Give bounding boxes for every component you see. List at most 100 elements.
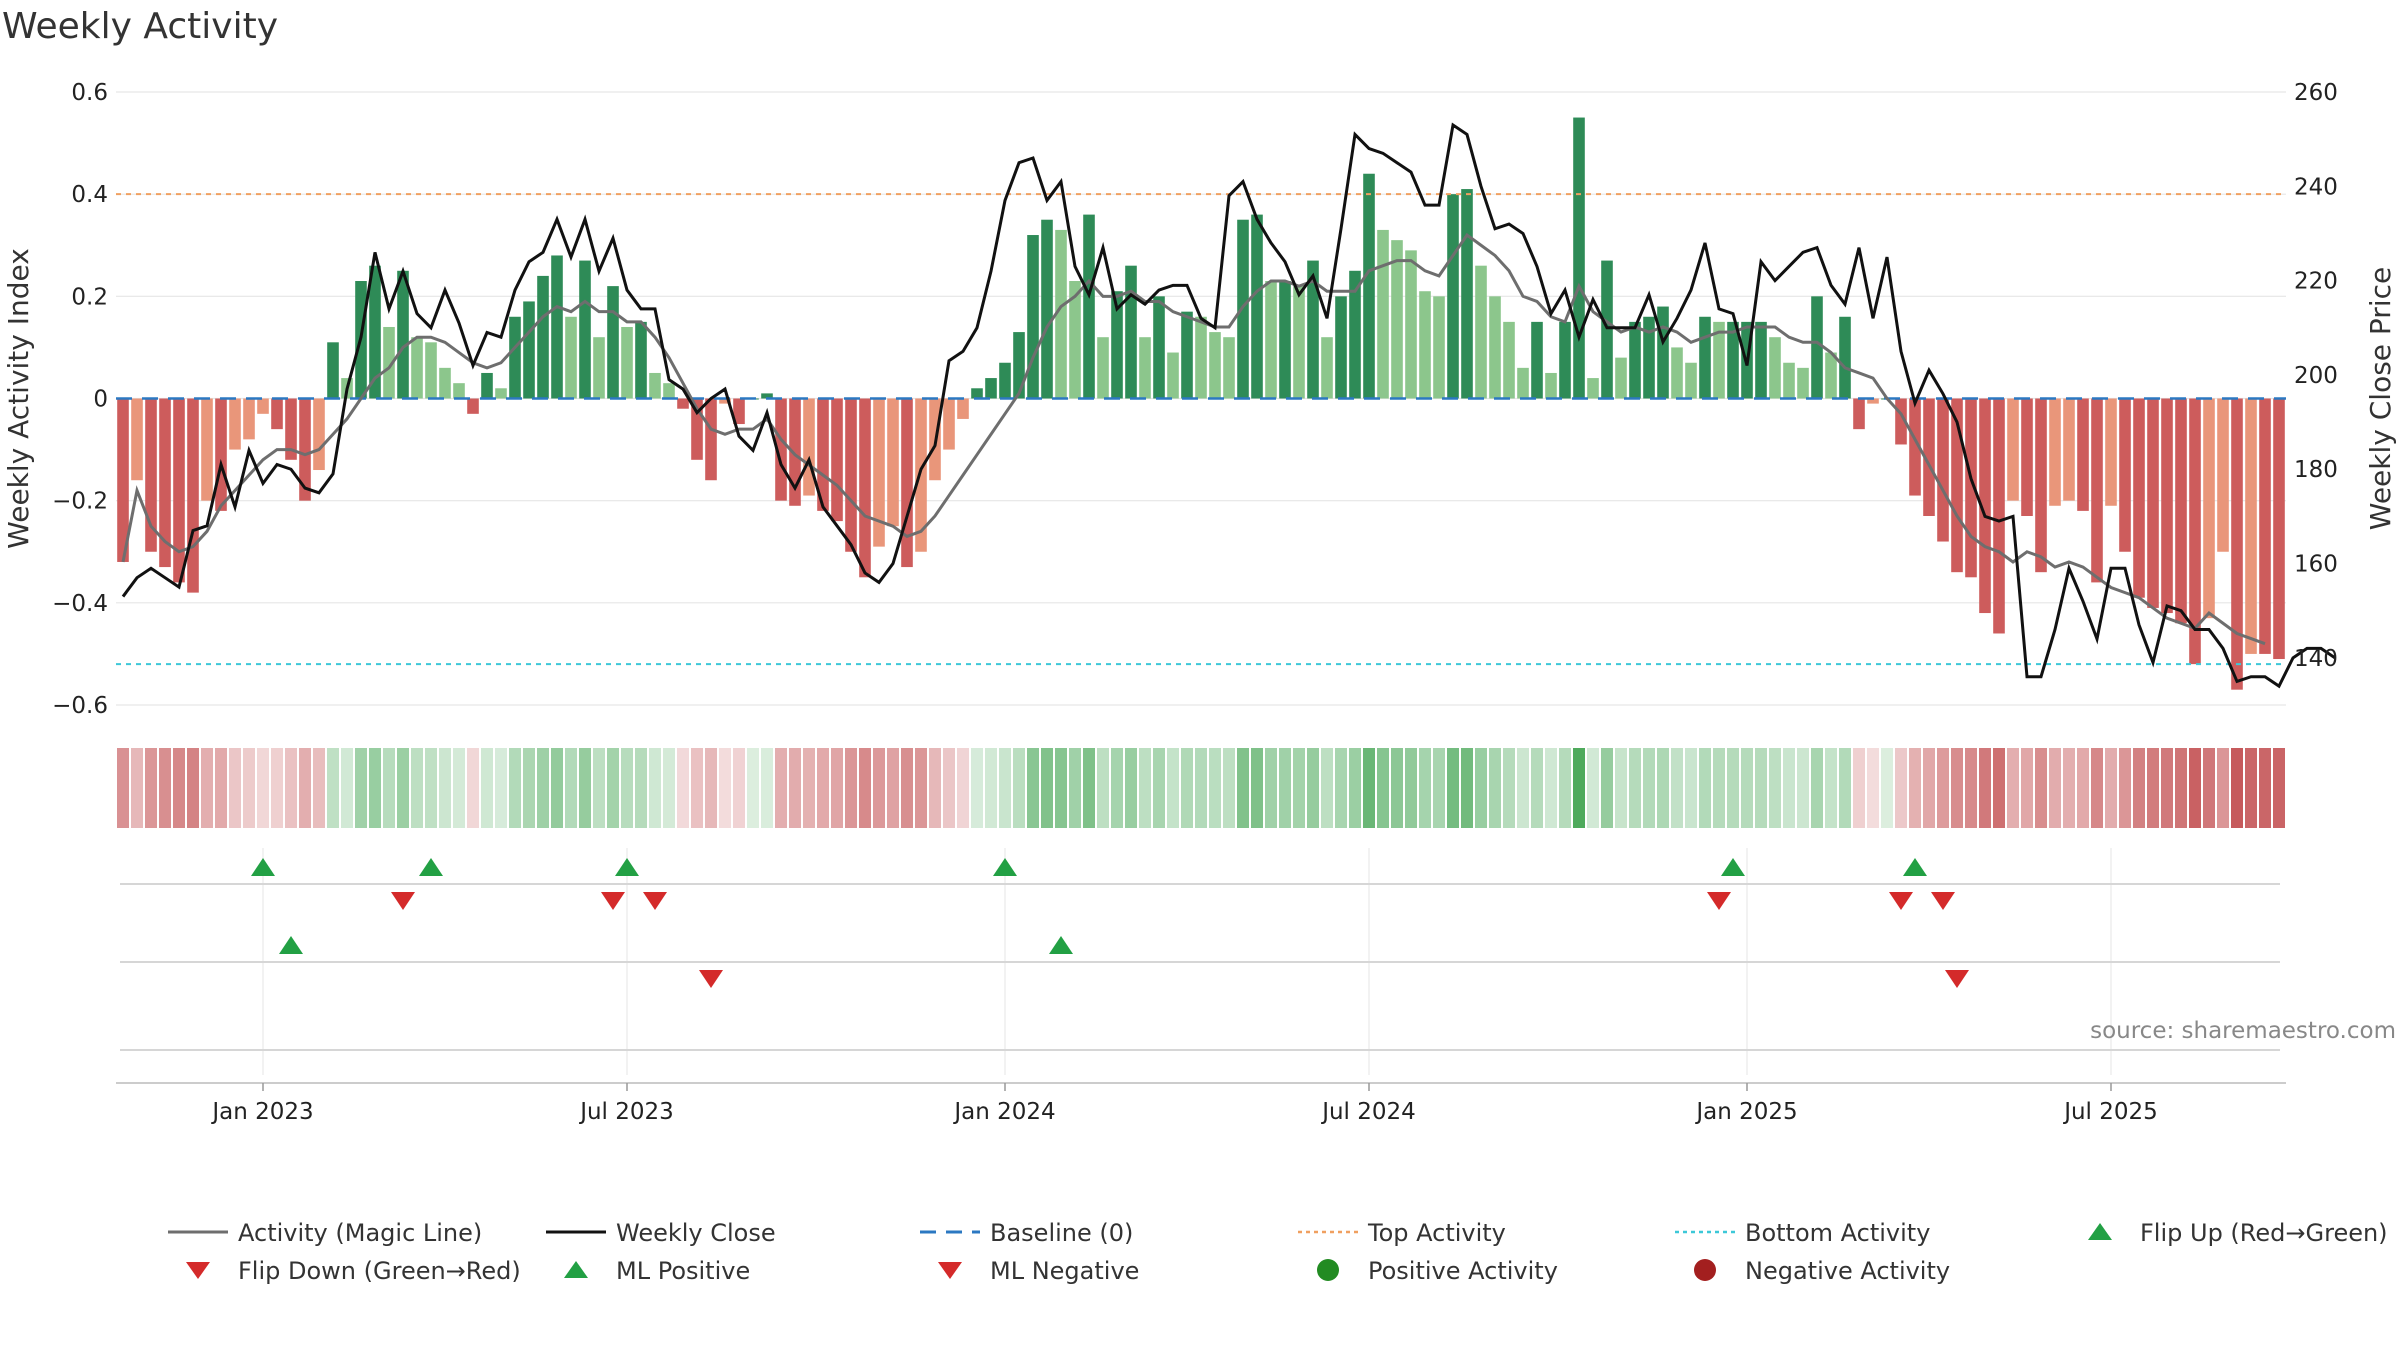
heat-strip-cell — [607, 748, 619, 828]
series-lines — [121, 122, 2336, 689]
y-right-tick-label: 240 — [2294, 174, 2338, 200]
activity-bar — [2231, 398, 2243, 690]
activity-bar — [159, 398, 171, 568]
activity-bar — [859, 398, 871, 578]
activity-bar — [1265, 281, 1277, 399]
activity-bar — [1783, 362, 1795, 399]
heat-strip-cell — [397, 748, 409, 828]
flip-down-marker — [699, 970, 723, 988]
activity-bar — [2091, 398, 2103, 583]
grid-lines — [116, 91, 2286, 1075]
activity-bar — [2077, 398, 2089, 511]
heat-strip-cell — [1573, 748, 1585, 828]
activity-bar — [299, 398, 311, 501]
heat-strip-cell — [705, 748, 717, 828]
activity-bar — [2161, 398, 2173, 614]
heat-strip-cell — [1321, 748, 1333, 828]
activity-bar — [2021, 398, 2033, 516]
heat-strip-cell — [1013, 748, 1025, 828]
activity-bar — [2049, 398, 2061, 506]
activity-bar — [1601, 260, 1613, 399]
heat-strip-cell — [355, 748, 367, 828]
activity-bar — [1685, 362, 1697, 399]
x-tick-label: Jul 2025 — [2062, 1099, 2158, 1125]
heat-strip-cell — [1783, 748, 1795, 828]
heat-strip-cell — [1153, 748, 1165, 828]
source-label: source: sharemaestro.com — [2090, 1018, 2396, 1044]
heat-strip-cell — [1965, 748, 1977, 828]
activity-bar — [2133, 398, 2145, 598]
activity-bar — [1895, 398, 1907, 445]
activity-bar — [2203, 398, 2215, 619]
heat-strip-cell — [551, 748, 563, 828]
legend-label: ML Positive — [616, 1257, 750, 1285]
activity-bar — [1727, 321, 1739, 399]
activity-bar — [1209, 332, 1221, 399]
activity-bar — [999, 362, 1011, 399]
heat-strip-cell — [299, 748, 311, 828]
activity-bar — [761, 393, 773, 399]
activity-bar — [2189, 398, 2201, 665]
heat-strip-cell — [1531, 748, 1543, 828]
activity-bar — [145, 398, 157, 552]
activity-bar — [173, 398, 185, 583]
heat-strip-cell — [1475, 748, 1487, 828]
activity-bar — [439, 367, 451, 399]
activity-bar — [621, 326, 633, 399]
heat-strip-cell — [1755, 748, 1767, 828]
x-tick-label: Jul 2024 — [1320, 1099, 1416, 1125]
flip-up-marker — [1903, 858, 1927, 876]
heat-strip-cell — [1307, 748, 1319, 828]
legend-item: Bottom Activity — [1675, 1219, 1930, 1247]
heat-strip-cell — [929, 748, 941, 828]
heat-strip-cell — [439, 748, 451, 828]
heat-strip-cell — [1349, 748, 1361, 828]
chart-title: Weekly Activity — [2, 6, 279, 47]
heat-strip-cell — [1951, 748, 1963, 828]
flip-up-marker — [419, 858, 443, 876]
heat-strip-cell — [1867, 748, 1879, 828]
heat-strip-cell — [1923, 748, 1935, 828]
legend-label: Weekly Close — [616, 1219, 776, 1247]
heat-strip-cell — [565, 748, 577, 828]
weekly-close-line — [121, 122, 2336, 689]
legend-label: Negative Activity — [1745, 1257, 1950, 1285]
heat-strip-cell — [2091, 748, 2103, 828]
activity-bar — [2119, 398, 2131, 552]
flip-up-marker — [251, 858, 275, 876]
magic-line — [121, 232, 2266, 646]
heat-strip-cell — [2175, 748, 2187, 828]
activity-bar — [453, 383, 465, 399]
y-left-tick-label: −0.6 — [52, 693, 108, 719]
activity-bar — [1279, 281, 1291, 399]
activity-bar — [215, 398, 227, 511]
heat-strip-cell — [2259, 748, 2271, 828]
activity-bar — [2273, 398, 2285, 660]
activity-bar — [1097, 337, 1109, 399]
activity-bar — [1251, 214, 1263, 399]
legend-item: Baseline (0) — [920, 1219, 1133, 1247]
activity-bar — [873, 398, 885, 547]
activity-bar — [1111, 291, 1123, 399]
heat-strip-cell — [803, 748, 815, 828]
heat-strip-cell — [187, 748, 199, 828]
activity-bar — [1055, 229, 1067, 399]
legend-item: Flip Down (Green→Red) — [186, 1257, 521, 1285]
activity-bar — [523, 301, 535, 399]
heat-strip-cell — [1881, 748, 1893, 828]
heat-strip-cell — [1601, 748, 1613, 828]
heat-strip-cell — [1083, 748, 1095, 828]
heat-strip-cell — [1251, 748, 1263, 828]
heat-strip-cell — [257, 748, 269, 828]
heat-strip-cell — [943, 748, 955, 828]
heat-strip-cell — [1419, 748, 1431, 828]
x-axis: Jan 2023 Jul 2023 Jan 2024 Jul 2024 Jan 2025… — [116, 1082, 2286, 1125]
x-tick-label: Jan 2023 — [210, 1099, 313, 1125]
activity-bar — [481, 372, 493, 399]
activity-bar — [1419, 291, 1431, 399]
heat-strip-cell — [495, 748, 507, 828]
activity-bar — [2063, 398, 2075, 501]
heat-strip-cell — [1293, 748, 1305, 828]
activity-bar — [2175, 398, 2187, 624]
